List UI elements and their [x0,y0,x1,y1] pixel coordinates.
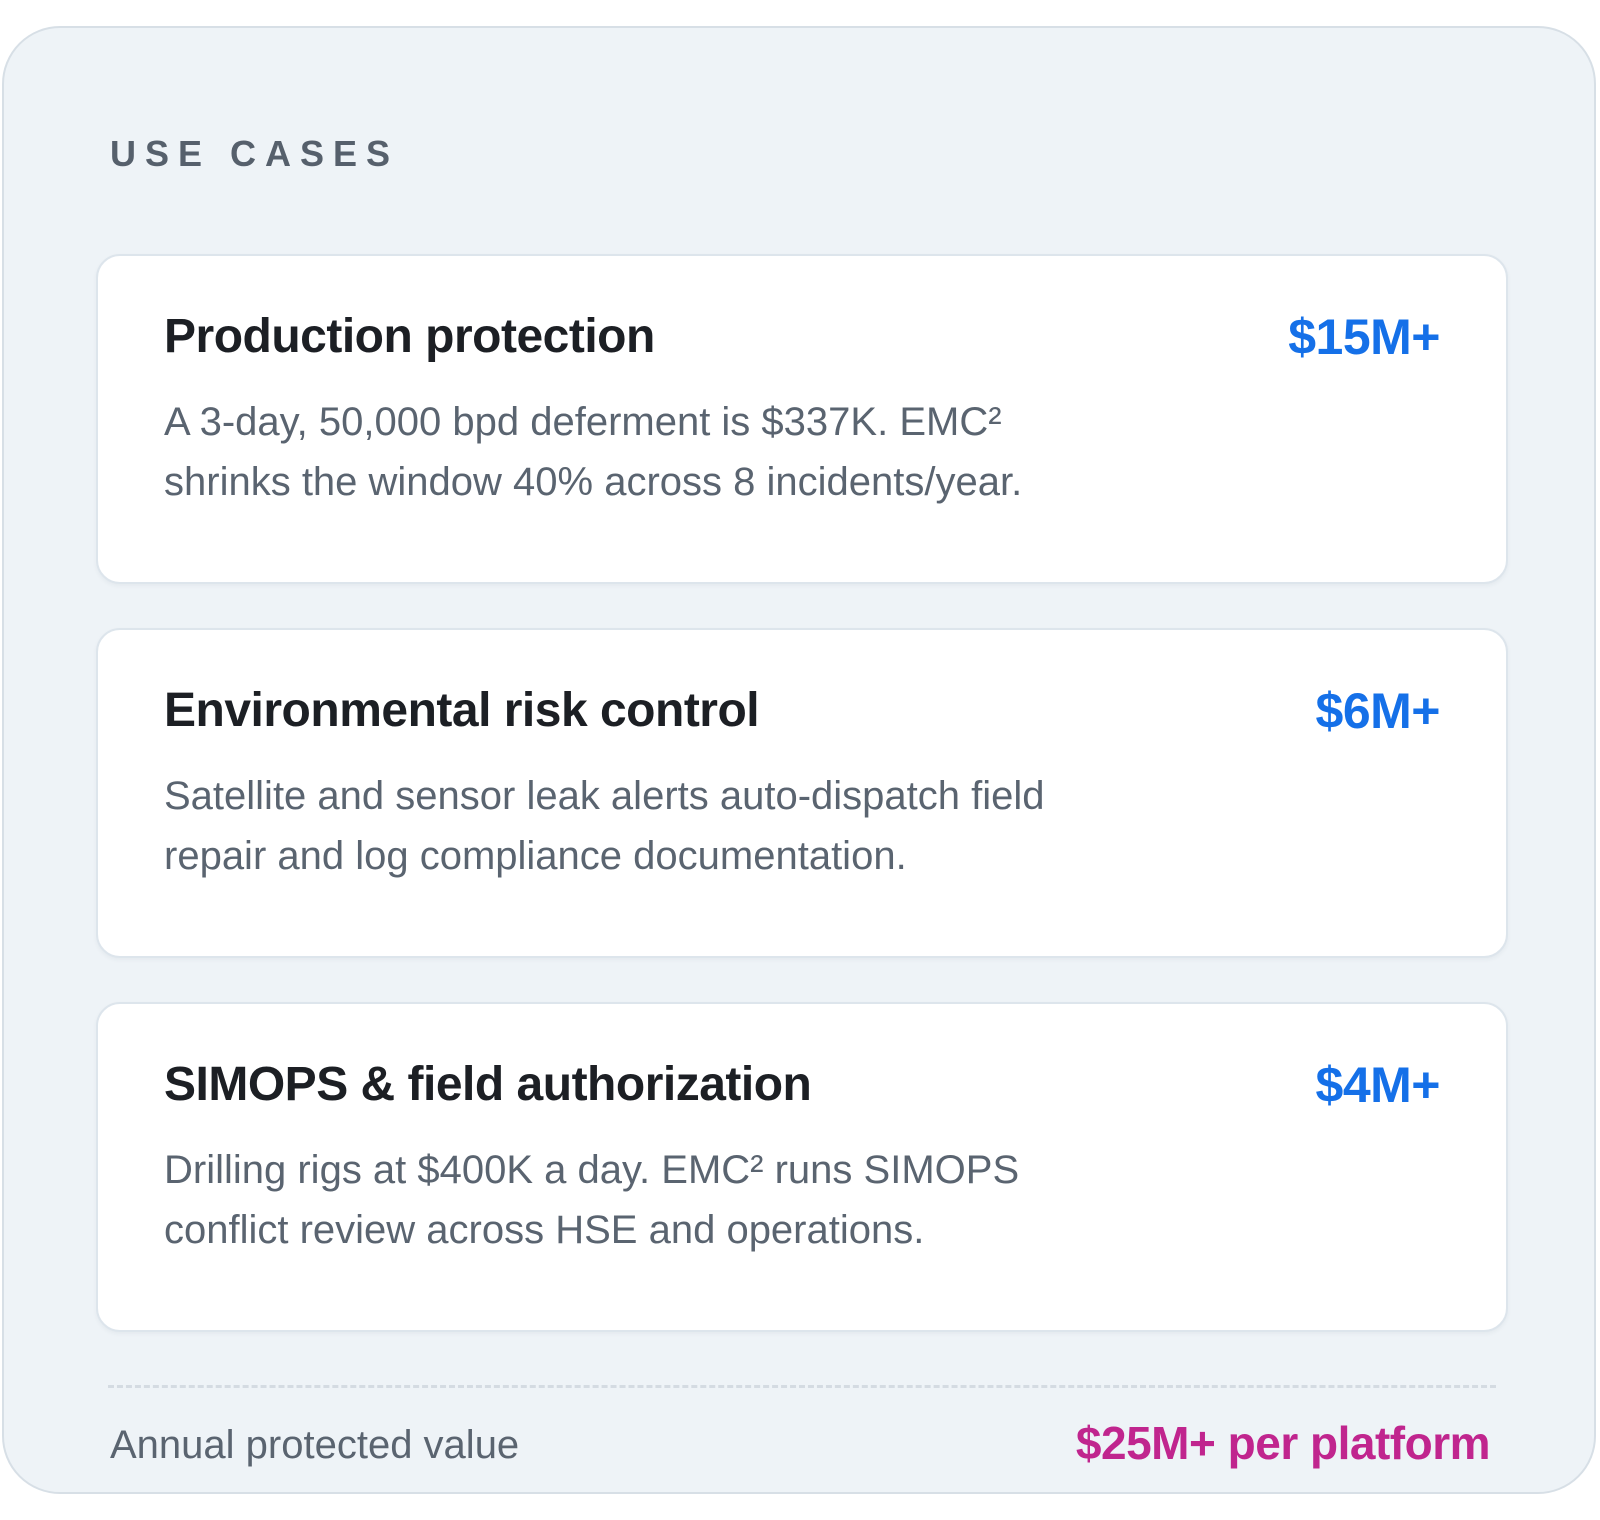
summary-divider [108,1385,1496,1388]
use-case-description: Drilling rigs at $400K a day. EMC² runs … [164,1148,1020,1252]
use-case-description: A 3-day, 50,000 bpd deferment is $337K. … [164,400,1023,504]
use-case-card-environmental-risk-control: Environmental risk control $6M+ Satellit… [96,628,1508,958]
use-case-title: SIMOPS & field authorization [164,1058,812,1111]
use-case-value: $6M+ [1315,683,1441,739]
use-case-description: Satellite and sensor leak alerts auto-di… [164,774,1045,878]
use-case-card-production-protection: Production protection $15M+ A 3-day, 50,… [96,254,1508,584]
use-case-card-simops-field-authorization: SIMOPS & field authorization $4M+ Drilli… [96,1002,1508,1332]
use-case-value: $15M+ [1288,309,1440,365]
use-case-value: $4M+ [1315,1057,1441,1113]
summary-value: $25M+ per platform [1075,1417,1491,1469]
use-cases-panel: USE CASES Production protection $15M+ A … [2,26,1596,1494]
use-case-title: Environmental risk control [164,684,760,737]
summary-label: Annual protected value [110,1423,520,1467]
section-eyebrow: USE CASES [110,133,400,174]
use-case-title: Production protection [164,310,655,363]
